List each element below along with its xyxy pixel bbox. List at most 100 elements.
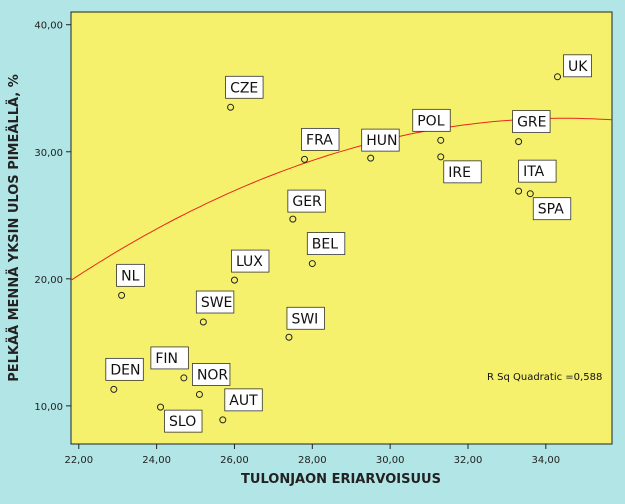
point-marker: [437, 136, 445, 144]
point-marker: [230, 276, 238, 284]
point-label-box: [518, 159, 557, 183]
point-label: UK: [568, 59, 588, 75]
point-ger: GER: [287, 189, 326, 223]
x-axis-title: TULONJAON ERIARVOISUUS: [241, 472, 441, 487]
point-marker: [515, 187, 523, 195]
point-marker: [118, 291, 126, 299]
point-uk: UK: [554, 54, 592, 81]
x-tick-label: 30,00: [376, 455, 405, 466]
point-slo: SLO: [157, 403, 203, 433]
point-label-box: [301, 127, 340, 151]
point-nl: NL: [116, 263, 145, 299]
point-label: DEN: [110, 362, 140, 378]
point-nor: NOR: [192, 363, 231, 398]
point-label: GER: [292, 194, 322, 210]
point-label: BEL: [312, 237, 338, 253]
point-label-box: [287, 189, 326, 213]
point-label: NL: [121, 268, 139, 284]
y-tick-label: 30,00: [34, 148, 63, 159]
point-label-box: [563, 54, 592, 78]
point-label: CZE: [230, 80, 258, 96]
point-label-box: [195, 290, 235, 314]
y-tick-label: 10,00: [34, 402, 63, 413]
point-label: SPA: [538, 202, 564, 218]
point-label: SLO: [169, 414, 196, 430]
point-label: ITA: [523, 164, 545, 180]
point-den: DEN: [105, 357, 144, 393]
point-marker: [285, 333, 293, 341]
point-marker: [289, 215, 297, 223]
point-label: SWI: [291, 311, 318, 327]
point-label-box: [412, 108, 451, 132]
point-marker: [526, 190, 534, 198]
point-label-box: [443, 160, 482, 184]
point-label-box: [286, 306, 325, 330]
x-tick-label: 22,00: [64, 455, 93, 466]
point-ita: ITA: [515, 159, 557, 195]
point-label-box: [150, 346, 189, 370]
point-spa: SPA: [526, 190, 572, 221]
point-swe: SWE: [195, 290, 235, 326]
point-cze: CZE: [225, 75, 264, 111]
point-lux: LUX: [230, 249, 270, 284]
x-axis-ticks: 22,00 24,00 26,00 28,00 30,00 32,00 34,00: [64, 444, 560, 466]
point-ire: IRE: [437, 153, 482, 184]
point-aut: AUT: [219, 388, 263, 424]
point-label-box: [532, 197, 572, 221]
point-label: HUN: [366, 133, 397, 149]
y-tick-label: 40,00: [34, 21, 63, 32]
point-label: NOR: [197, 367, 228, 383]
point-label-box: [224, 388, 263, 412]
x-tick-label: 34,00: [532, 455, 561, 466]
y-axis-title: PELKÄÄ MENNÄ YKSIN ULOS PIMEÄLLÄ, %: [6, 74, 22, 382]
point-marker: [301, 155, 309, 163]
point-pol: POL: [412, 108, 451, 144]
point-label-box: [164, 409, 203, 433]
point-label: GRE: [517, 115, 546, 131]
point-hun: HUN: [361, 128, 400, 162]
point-marker: [515, 138, 523, 146]
point-label: POL: [417, 113, 444, 129]
point-label-box: [105, 357, 144, 381]
r-squared-annotation: R Sq Quadratic =0,588: [487, 372, 602, 383]
point-label-box: [361, 128, 400, 152]
point-marker: [554, 73, 562, 81]
point-marker: [308, 260, 316, 268]
point-fin: FIN: [150, 346, 189, 382]
point-bel: BEL: [306, 232, 346, 268]
point-marker: [110, 385, 118, 393]
point-label: FIN: [155, 351, 178, 367]
point-label: IRE: [448, 165, 471, 181]
x-tick-label: 24,00: [142, 455, 171, 466]
point-marker: [195, 390, 203, 398]
point-label-box: [116, 263, 145, 287]
x-tick-label: 32,00: [454, 455, 483, 466]
point-marker: [180, 374, 188, 382]
point-marker: [367, 154, 375, 162]
point-label-box: [192, 363, 231, 386]
point-label-box: [512, 110, 551, 133]
point-marker: [219, 416, 227, 424]
plot-area: [70, 11, 613, 445]
x-tick-label: 26,00: [220, 455, 249, 466]
point-label: FRA: [306, 132, 333, 148]
point-label: SWE: [201, 295, 233, 311]
point-marker: [199, 318, 207, 326]
point-gre: GRE: [512, 110, 551, 146]
point-fra: FRA: [301, 127, 340, 163]
point-marker: [227, 103, 235, 111]
y-tick-label: 20,00: [34, 275, 63, 286]
y-axis-ticks: 10,00 20,00 30,00 40,00: [34, 21, 71, 413]
point-marker: [157, 403, 165, 411]
point-marker: [437, 153, 445, 161]
point-label-box: [225, 75, 264, 99]
x-tick-label: 28,00: [298, 455, 327, 466]
point-label-box: [306, 232, 346, 255]
point-label: AUT: [229, 393, 258, 409]
point-label: LUX: [236, 254, 263, 270]
data-points: UK CZE POL GRE IRE HUN FRA ITA SPA GER BEL LUX NL SWE…: [105, 54, 592, 433]
point-swi: SWI: [285, 306, 325, 341]
point-label-box: [231, 249, 270, 273]
